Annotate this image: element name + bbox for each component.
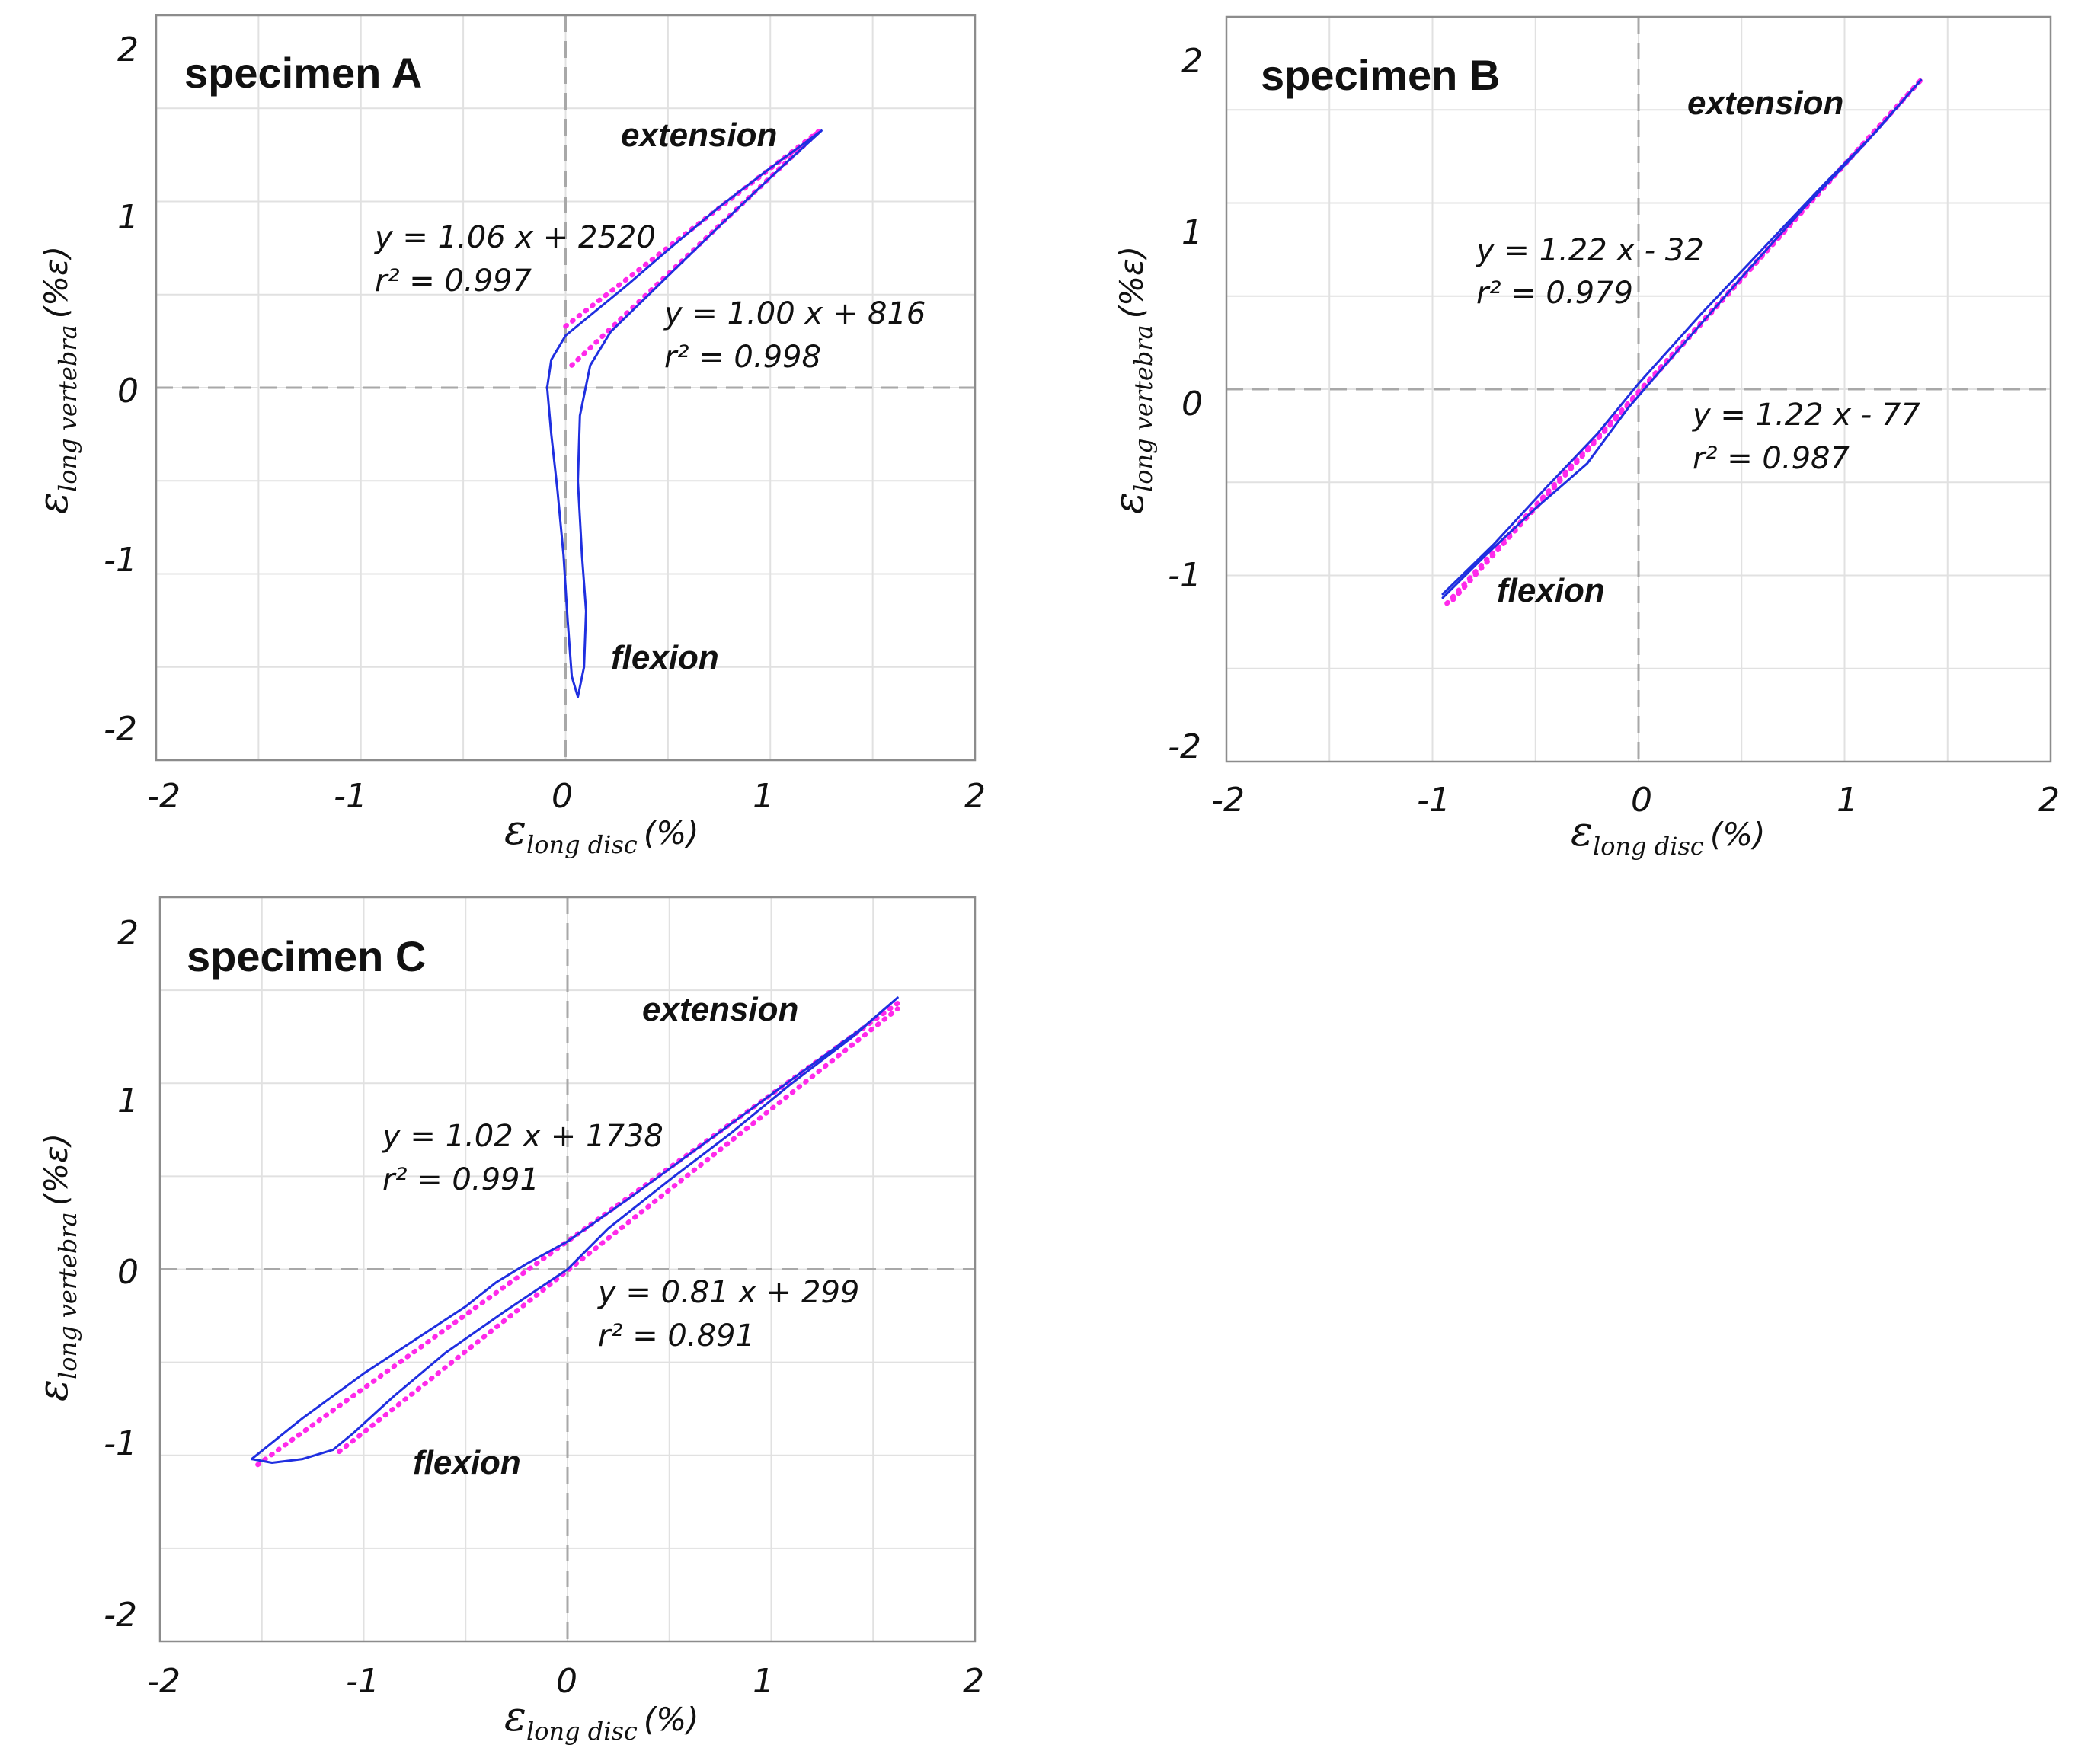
chart-title: specimen B [1261,51,1500,99]
x-axis-label: εlong disc (%) [504,1692,699,1746]
x-axis-label: εlong disc (%) [1571,807,1766,861]
y-axis-label: εlong vertebra(%ε) [29,246,82,514]
x-tick-label: 2 [2038,781,2060,820]
annotation-extension: extension [621,117,777,154]
y-tick-label: 1 [117,198,139,237]
x-tick-label: 0 [1631,781,1652,820]
y-axis-label: εlong vertebra(%ε) [29,1133,82,1401]
y-axis-label: εlong vertebra(%ε) [1105,246,1158,514]
y-tick-label: 2 [117,914,139,953]
annotation-flexion: flexion [611,639,719,676]
y-tick-label: 2 [117,30,139,69]
y-tick-label: -1 [1168,556,1201,595]
annotation-extension: extension [1687,85,1843,122]
annotation-extension: extension [642,991,798,1028]
x-tick-label: 0 [552,777,573,816]
y-tick-label: -2 [1168,727,1201,766]
x-tick-label: 2 [963,1662,984,1701]
y-tick-label: -1 [104,541,137,580]
data-curves [545,129,823,698]
fit-equation: y = 1.06 x + 2520 [374,220,656,255]
x-tick-label: -2 [147,1662,181,1701]
x-tick-label: -1 [1417,781,1450,820]
fit-equation: y = 0.81 x + 299 [597,1275,859,1310]
x-tick-label: -1 [346,1662,379,1701]
x-tick-label: 1 [753,1662,774,1701]
chart-title: specimen C [187,932,426,980]
plot-frame [158,896,977,1643]
y-tick-label: -1 [104,1424,137,1463]
fit-line-2 [337,1006,900,1455]
panel-specimen-c: -2 -1 0 1 2 2 1 0 -1 -2 specimen C exten… [29,896,984,1746]
series-line-measured [1441,78,1923,599]
y-tick-label: 1 [117,1082,139,1120]
series-line-measured [250,996,899,1464]
y-tick-label: 0 [117,372,139,411]
fit-r2: r² = 0.979 [1476,276,1633,311]
y-tick-label: 0 [1181,385,1203,423]
y-tick-label: -2 [104,710,137,749]
x-axis-label: εlong disc (%) [504,806,699,859]
fit-equation: y = 1.22 x - 32 [1476,233,1704,268]
y-tick-label: 2 [1181,42,1203,81]
x-tick-label: 2 [964,777,986,816]
fit-r2: r² = 0.998 [664,340,821,375]
panel-specimen-a: -2 -1 0 1 2 2 1 0 -1 -2 specimen A exten… [29,14,986,859]
panel-specimen-b: -2 -1 0 1 2 2 1 0 -1 -2 specimen B exten… [1105,15,2060,861]
y-tick-label: 0 [117,1253,139,1292]
fit-equation: y = 1.22 x - 77 [1692,398,1920,433]
fit-r2: r² = 0.997 [375,264,532,299]
fit-r2: r² = 0.991 [382,1162,539,1197]
x-tick-label: -1 [334,777,367,816]
fit-r2: r² = 0.987 [1693,441,1850,476]
y-tick-label: -2 [104,1596,137,1635]
data-curves [250,996,899,1464]
y-tick-label: 1 [1181,213,1203,252]
x-tick-label: -2 [1211,781,1245,820]
series-line-measured [545,129,823,698]
plot-frame [155,14,977,762]
fit-equation: y = 1.02 x + 1738 [382,1119,663,1154]
x-tick-label: 1 [753,777,774,816]
plot-frame [1225,15,2052,763]
fit-r2: r² = 0.891 [598,1318,755,1353]
data-curves [1441,78,1923,599]
annotation-flexion: flexion [413,1444,521,1481]
x-tick-label: -2 [147,777,181,816]
annotation-flexion: flexion [1497,572,1605,609]
x-tick-label: 0 [556,1662,577,1701]
chart-title: specimen A [184,49,422,97]
fit-equation: y = 1.00 x + 816 [663,296,926,331]
x-tick-label: 1 [1837,781,1858,820]
